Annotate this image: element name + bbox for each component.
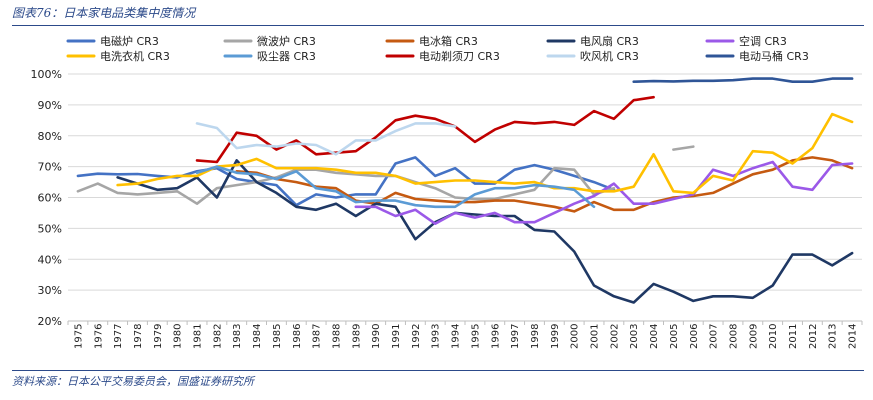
x-tick-label: 2004 bbox=[649, 324, 660, 349]
series-9 bbox=[195, 122, 457, 156]
x-tick-label: 1989 bbox=[351, 324, 362, 349]
x-tick-label: 1998 bbox=[530, 324, 541, 349]
series-line bbox=[632, 77, 854, 83]
x-tick-label: 2001 bbox=[590, 324, 601, 349]
series-5 bbox=[354, 160, 854, 225]
y-tick-label: 70% bbox=[38, 161, 62, 174]
x-tick-label: 2009 bbox=[748, 324, 759, 349]
x-tick-label: 1990 bbox=[371, 324, 382, 349]
y-tick-label: 100% bbox=[31, 68, 62, 81]
series-line bbox=[195, 165, 596, 209]
x-tick-label: 2006 bbox=[689, 324, 700, 349]
series-line bbox=[195, 122, 457, 156]
x-tick-label: 2011 bbox=[788, 324, 799, 349]
y-tick-label: 90% bbox=[38, 99, 62, 112]
legend: 电磁炉 CR3 微波炉 CR3 电冰箱 CR3 电风扇 CR3 空调 CR3 电洗衣机 C… bbox=[66, 34, 809, 63]
series-line bbox=[672, 145, 695, 151]
legend-label: 电风扇 CR3 bbox=[580, 34, 639, 48]
x-tick-label: 2007 bbox=[709, 324, 720, 349]
x-tick-label: 1995 bbox=[470, 324, 481, 349]
x-tick-label: 1994 bbox=[451, 324, 462, 349]
x-tick-label: 1987 bbox=[312, 324, 323, 349]
x-tick-label: 2008 bbox=[728, 324, 739, 349]
x-tick-label: 1977 bbox=[113, 324, 124, 349]
x-tick-label: 1984 bbox=[252, 324, 263, 349]
x-tick-label: 1975 bbox=[73, 324, 84, 349]
x-tick-label: 1991 bbox=[391, 324, 402, 349]
x-tick-label: 2014 bbox=[848, 324, 859, 349]
series-lines bbox=[76, 77, 854, 304]
series-8 bbox=[195, 95, 655, 164]
series-line bbox=[195, 95, 655, 164]
series-line bbox=[235, 156, 854, 213]
x-tick-label: 1996 bbox=[490, 324, 501, 349]
x-tick-label: 2012 bbox=[808, 324, 819, 349]
x-tick-label: 1993 bbox=[431, 324, 442, 349]
x-tick-label: 1983 bbox=[232, 324, 243, 349]
x-tick-label: 2010 bbox=[768, 324, 779, 349]
legend-label: 空调 CR3 bbox=[739, 34, 787, 48]
series-7 bbox=[195, 165, 596, 209]
source-rule bbox=[12, 370, 864, 371]
legend-label: 电冰箱 CR3 bbox=[419, 34, 478, 48]
legend-label: 电洗衣机 CR3 bbox=[100, 49, 170, 63]
cr3-line-chart: 20% 30% 40% 50% 60% 70% 80% 90% 100% 1975 1976 1977… bbox=[31, 34, 863, 349]
x-tick-label: 2000 bbox=[570, 324, 581, 349]
x-tick-label: 2003 bbox=[629, 324, 640, 349]
x-tick-label: 1997 bbox=[510, 324, 521, 349]
x-tick-label: 1988 bbox=[331, 324, 342, 349]
x-tick-label: 2013 bbox=[828, 324, 839, 349]
x-tick-label: 1979 bbox=[153, 324, 164, 349]
legend-label: 微波炉 CR3 bbox=[257, 34, 316, 48]
series-2 bbox=[76, 145, 695, 205]
y-tick-label: 20% bbox=[38, 315, 62, 328]
x-tick-label: 1999 bbox=[550, 324, 561, 349]
x-tick-label: 2002 bbox=[609, 324, 620, 349]
axes: 20% 30% 40% 50% 60% 70% 80% 90% 100% 1975 1976 1977… bbox=[31, 68, 863, 349]
x-tick-label: 1985 bbox=[272, 324, 283, 349]
x-tick-label: 1980 bbox=[173, 324, 184, 349]
legend-label: 吹风机 CR3 bbox=[580, 49, 639, 63]
x-tick-label: 1978 bbox=[133, 324, 144, 349]
figure-source: 资料来源：日本公平交易委员会，国盛证券研究所 bbox=[12, 375, 254, 388]
x-tick-label: 1992 bbox=[411, 324, 422, 349]
y-tick-label: 30% bbox=[38, 284, 62, 297]
x-tick-label: 2005 bbox=[669, 324, 680, 349]
y-tick-label: 40% bbox=[38, 253, 62, 266]
series-3 bbox=[235, 156, 854, 213]
series-10 bbox=[632, 77, 854, 83]
y-tick-label: 80% bbox=[38, 130, 62, 143]
series-line bbox=[116, 112, 854, 195]
y-tick-label: 50% bbox=[38, 222, 62, 235]
series-line bbox=[76, 166, 616, 205]
figure-title: 图表76：日本家电品类集中度情况 bbox=[12, 6, 196, 20]
legend-label: 电动马桶 CR3 bbox=[739, 49, 809, 63]
x-tick-label: 1981 bbox=[193, 324, 204, 349]
series-6 bbox=[116, 112, 854, 195]
x-tick-label: 1986 bbox=[292, 324, 303, 349]
legend-label: 电磁炉 CR3 bbox=[100, 35, 159, 48]
x-tick-label: 1982 bbox=[212, 324, 223, 349]
series-line bbox=[354, 160, 854, 225]
x-tick-label: 1976 bbox=[93, 324, 104, 349]
title-rule bbox=[12, 25, 864, 26]
legend-label: 吸尘器 CR3 bbox=[257, 50, 316, 63]
legend-label: 电动剃须刀 CR3 bbox=[419, 50, 500, 63]
y-tick-label: 60% bbox=[38, 192, 62, 205]
